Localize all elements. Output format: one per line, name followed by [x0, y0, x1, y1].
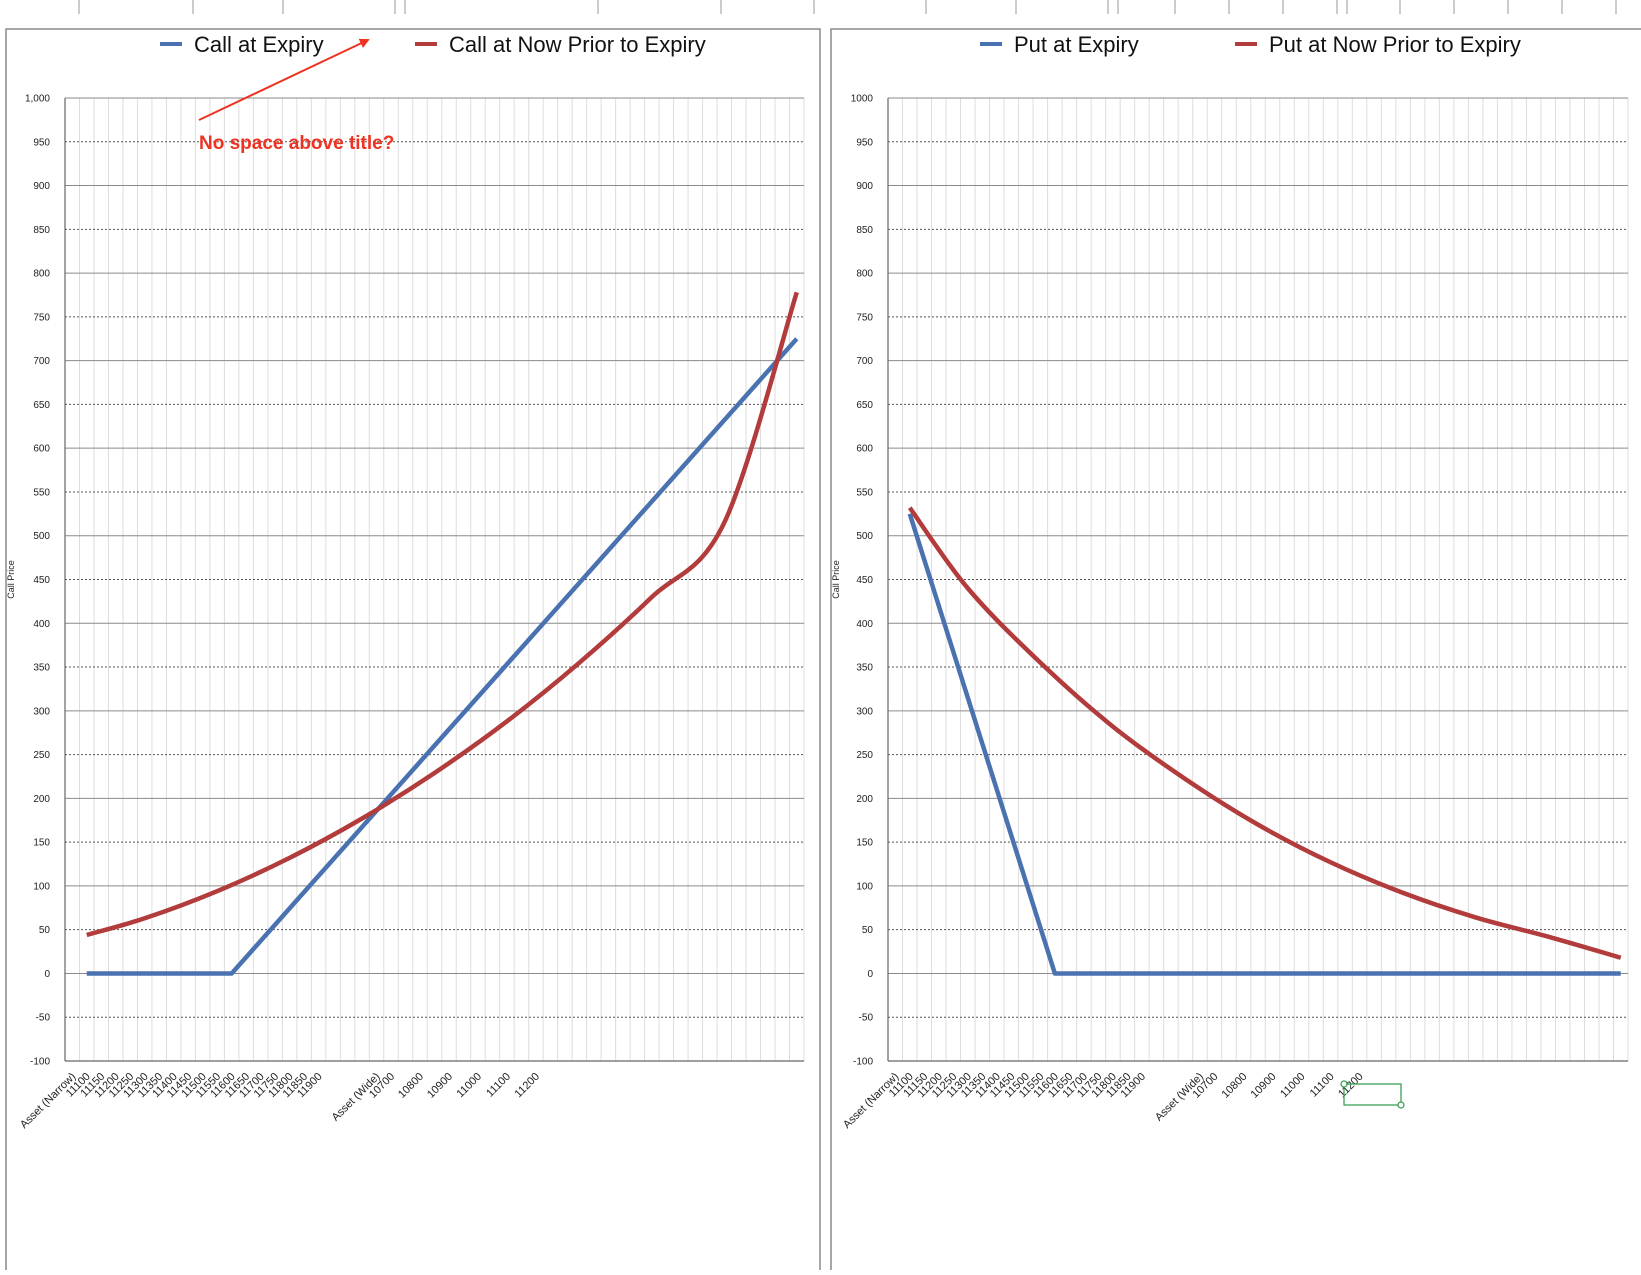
y-axis-label: Call Price — [6, 560, 16, 599]
y-tick-label: 300 — [33, 706, 50, 717]
y-tick-label: 450 — [856, 575, 873, 586]
y-tick-label: 850 — [33, 225, 50, 236]
call-chart[interactable]: -100 -50 0 50 100 150 200 250 300 350 400 450 500 550… — [6, 32, 805, 1131]
series-line-now — [907, 506, 1622, 960]
y-tick-label: 250 — [856, 750, 873, 761]
y-tick-label: 250 — [33, 750, 50, 761]
y-tick-label: -100 — [853, 1057, 873, 1068]
selection-box[interactable] — [1340, 1080, 1405, 1109]
y-tick-label: 200 — [33, 794, 50, 805]
y-tick-label: 1,000 — [25, 94, 50, 105]
y-tick-label: 700 — [33, 356, 50, 367]
y-tick-label: 750 — [33, 312, 50, 323]
sheet-column-header-strip — [78, 0, 1617, 14]
y-tick-label: 500 — [33, 531, 50, 542]
annotation-text: No space above title? — [199, 133, 394, 154]
y-tick-label: 950 — [856, 137, 873, 148]
y-tick-label: 600 — [856, 444, 873, 455]
y-tick-label: -50 — [36, 1013, 51, 1024]
y-tick-label: 0 — [867, 969, 873, 980]
legend-label: Put at Now Prior to Expiry — [1269, 32, 1521, 57]
selection-handle-start[interactable] — [1340, 1080, 1348, 1088]
legend-label: Call at Now Prior to Expiry — [449, 32, 706, 57]
y-tick-label: 500 — [856, 531, 873, 542]
y-tick-label: 650 — [33, 400, 50, 411]
y-axis-label: Call Price — [831, 560, 841, 599]
y-tick-label: 400 — [856, 619, 873, 630]
series-line-expiry — [907, 513, 1621, 976]
y-tick-label: 300 — [856, 706, 873, 717]
y-tick-label: 0 — [44, 969, 50, 980]
y-tick-label: 550 — [856, 487, 873, 498]
y-tick-label: 1000 — [851, 94, 874, 105]
y-tick-label: 450 — [33, 575, 50, 586]
annotation-arrow — [198, 38, 370, 121]
y-tick-label: 800 — [856, 269, 873, 280]
y-tick-label: 100 — [33, 881, 50, 892]
series-line-expiry — [86, 337, 799, 976]
y-tick-label: 200 — [856, 794, 873, 805]
selection-handle-end[interactable] — [1397, 1101, 1405, 1109]
annotation-group: No space above title? — [198, 38, 394, 154]
y-tick-label: 400 — [33, 619, 50, 630]
legend-label: Call at Expiry — [194, 32, 324, 57]
y-tick-label: 850 — [856, 225, 873, 236]
y-tick-label: 600 — [33, 444, 50, 455]
y-tick-label: 800 — [33, 269, 50, 280]
y-tick-label: -100 — [30, 1057, 50, 1068]
y-tick-label: 350 — [33, 663, 50, 674]
series-line-now — [86, 291, 799, 938]
y-tick-label: 950 — [33, 137, 50, 148]
y-tick-label: 900 — [33, 181, 50, 192]
y-tick-label: 150 — [33, 838, 50, 849]
y-tick-label: 350 — [856, 663, 873, 674]
y-tick-label: 700 — [856, 356, 873, 367]
y-tick-label: 150 — [856, 838, 873, 849]
y-tick-label: 900 — [856, 181, 873, 192]
y-tick-label: 50 — [862, 925, 874, 936]
y-tick-label: -50 — [859, 1013, 874, 1024]
y-tick-label: 100 — [856, 881, 873, 892]
y-tick-label: 650 — [856, 400, 873, 411]
legend-label: Put at Expiry — [1014, 32, 1139, 57]
y-tick-label: 50 — [39, 925, 51, 936]
y-tick-label: 750 — [856, 312, 873, 323]
put-chart[interactable]: -100 -50 0 50 100 150 200 250 300 350 400 450 500 550… — [831, 32, 1629, 1131]
y-tick-label: 550 — [33, 487, 50, 498]
